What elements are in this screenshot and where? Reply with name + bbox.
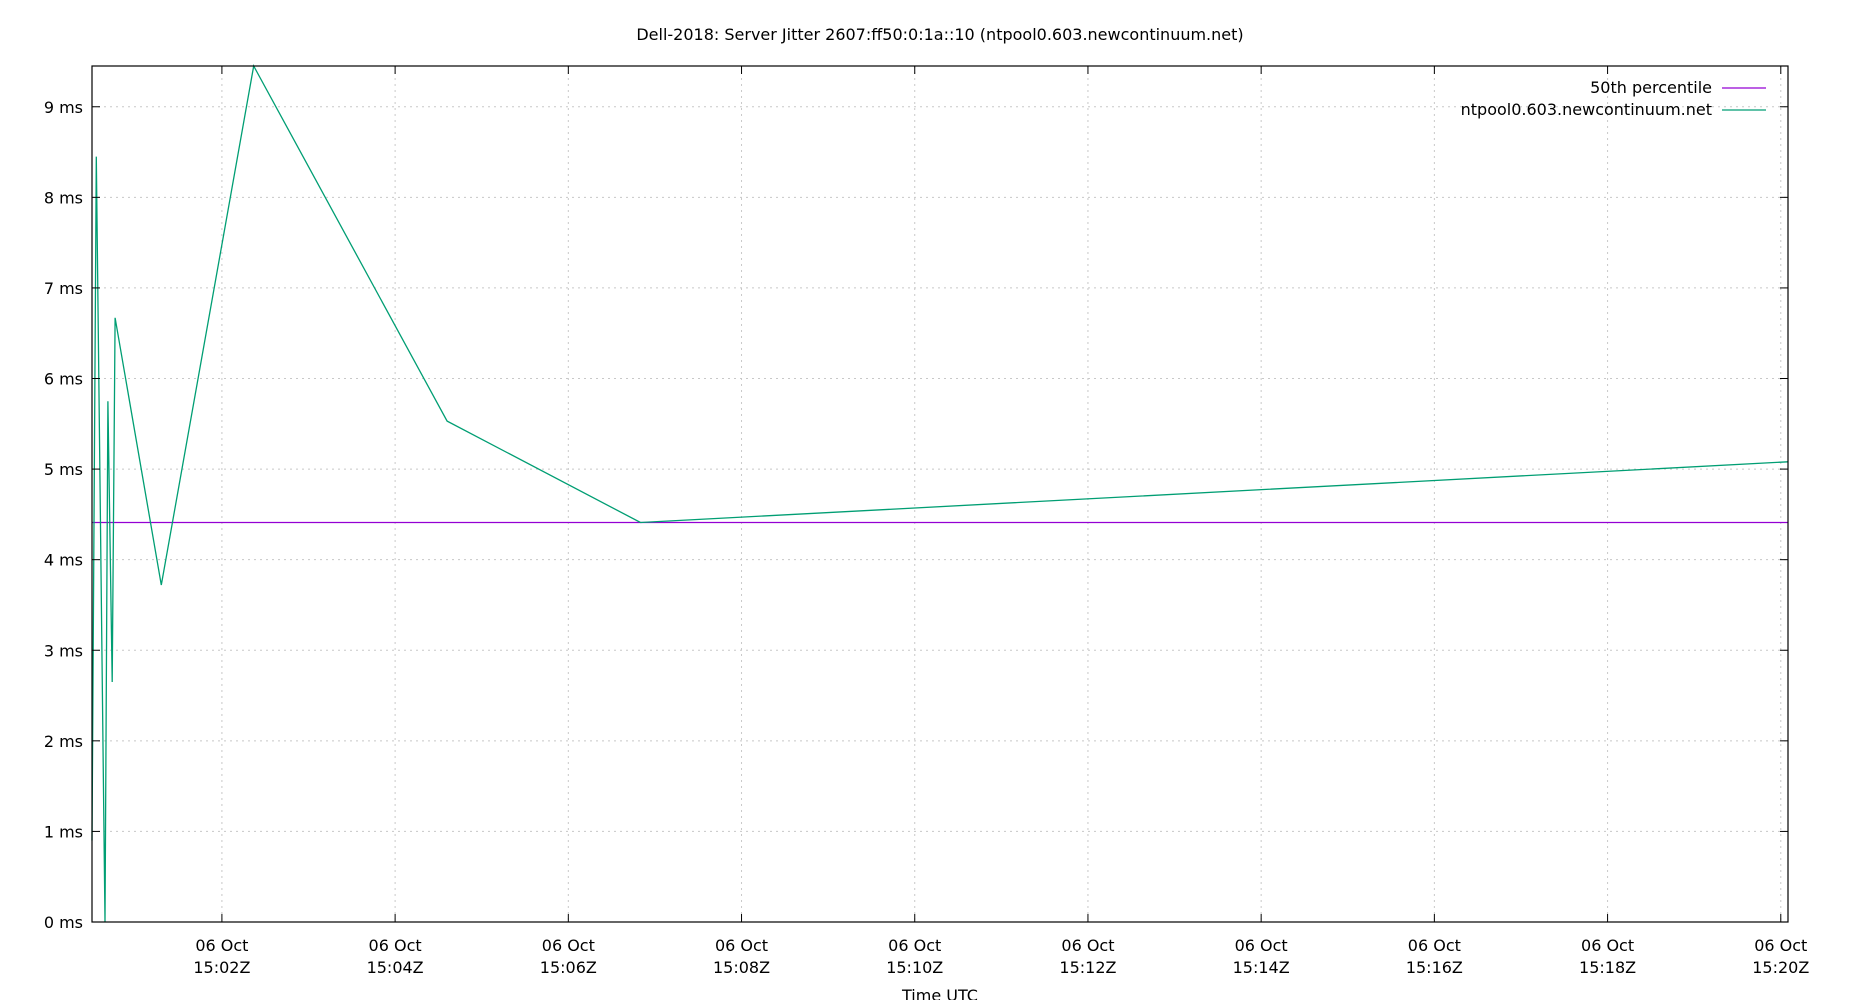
x-tick-date: 06 Oct xyxy=(1408,936,1461,955)
x-tick-time: 15:18Z xyxy=(1579,958,1636,977)
legend: 50th percentile ntpool0.603.newcontinuum.… xyxy=(1461,78,1766,119)
x-tick-time: 15:02Z xyxy=(193,958,250,977)
tick-layer: 0 ms 1 ms 2 ms 3 ms 4 ms 5 ms 6 ms 7 ms 8 ms 9 ms… xyxy=(44,66,1809,977)
plot-frame xyxy=(91,65,1789,923)
x-tick-date: 06 Oct xyxy=(369,936,422,955)
x-tick-time: 15:20Z xyxy=(1752,958,1809,977)
series-line xyxy=(91,64,1789,923)
y-tick-label: 9 ms xyxy=(44,98,83,117)
y-tick-label: 0 ms xyxy=(44,913,83,932)
y-tick-label: 6 ms xyxy=(44,370,83,389)
y-tick-label: 2 ms xyxy=(44,732,83,751)
x-tick-date: 06 Oct xyxy=(542,936,595,955)
grid-layer xyxy=(92,66,1788,922)
y-tick-label: 3 ms xyxy=(44,641,83,660)
x-tick-date: 06 Oct xyxy=(195,936,248,955)
legend-label: ntpool0.603.newcontinuum.net xyxy=(1461,100,1712,119)
legend-label: 50th percentile xyxy=(1590,78,1712,97)
x-tick-time: 15:10Z xyxy=(886,958,943,977)
y-tick-label: 7 ms xyxy=(44,279,83,298)
x-tick-date: 06 Oct xyxy=(1754,936,1807,955)
series-layer xyxy=(91,64,1789,923)
y-tick-label: 5 ms xyxy=(44,460,83,479)
chart-title: Dell-2018: Server Jitter 2607:ff50:0:1a:… xyxy=(636,25,1243,44)
x-tick-time: 15:12Z xyxy=(1059,958,1116,977)
x-tick-time: 15:06Z xyxy=(540,958,597,977)
x-axis-label: Time UTC xyxy=(901,986,978,1000)
x-tick-date: 06 Oct xyxy=(715,936,768,955)
x-tick-date: 06 Oct xyxy=(888,936,941,955)
x-tick-time: 15:08Z xyxy=(713,958,770,977)
y-tick-label: 4 ms xyxy=(44,551,83,570)
x-tick-time: 15:14Z xyxy=(1233,958,1290,977)
x-tick-date: 06 Oct xyxy=(1581,936,1634,955)
x-tick-time: 15:04Z xyxy=(367,958,424,977)
x-tick-date: 06 Oct xyxy=(1235,936,1288,955)
y-tick-label: 1 ms xyxy=(44,822,83,841)
x-tick-time: 15:16Z xyxy=(1406,958,1463,977)
x-tick-date: 06 Oct xyxy=(1061,936,1114,955)
y-tick-label: 8 ms xyxy=(44,188,83,207)
